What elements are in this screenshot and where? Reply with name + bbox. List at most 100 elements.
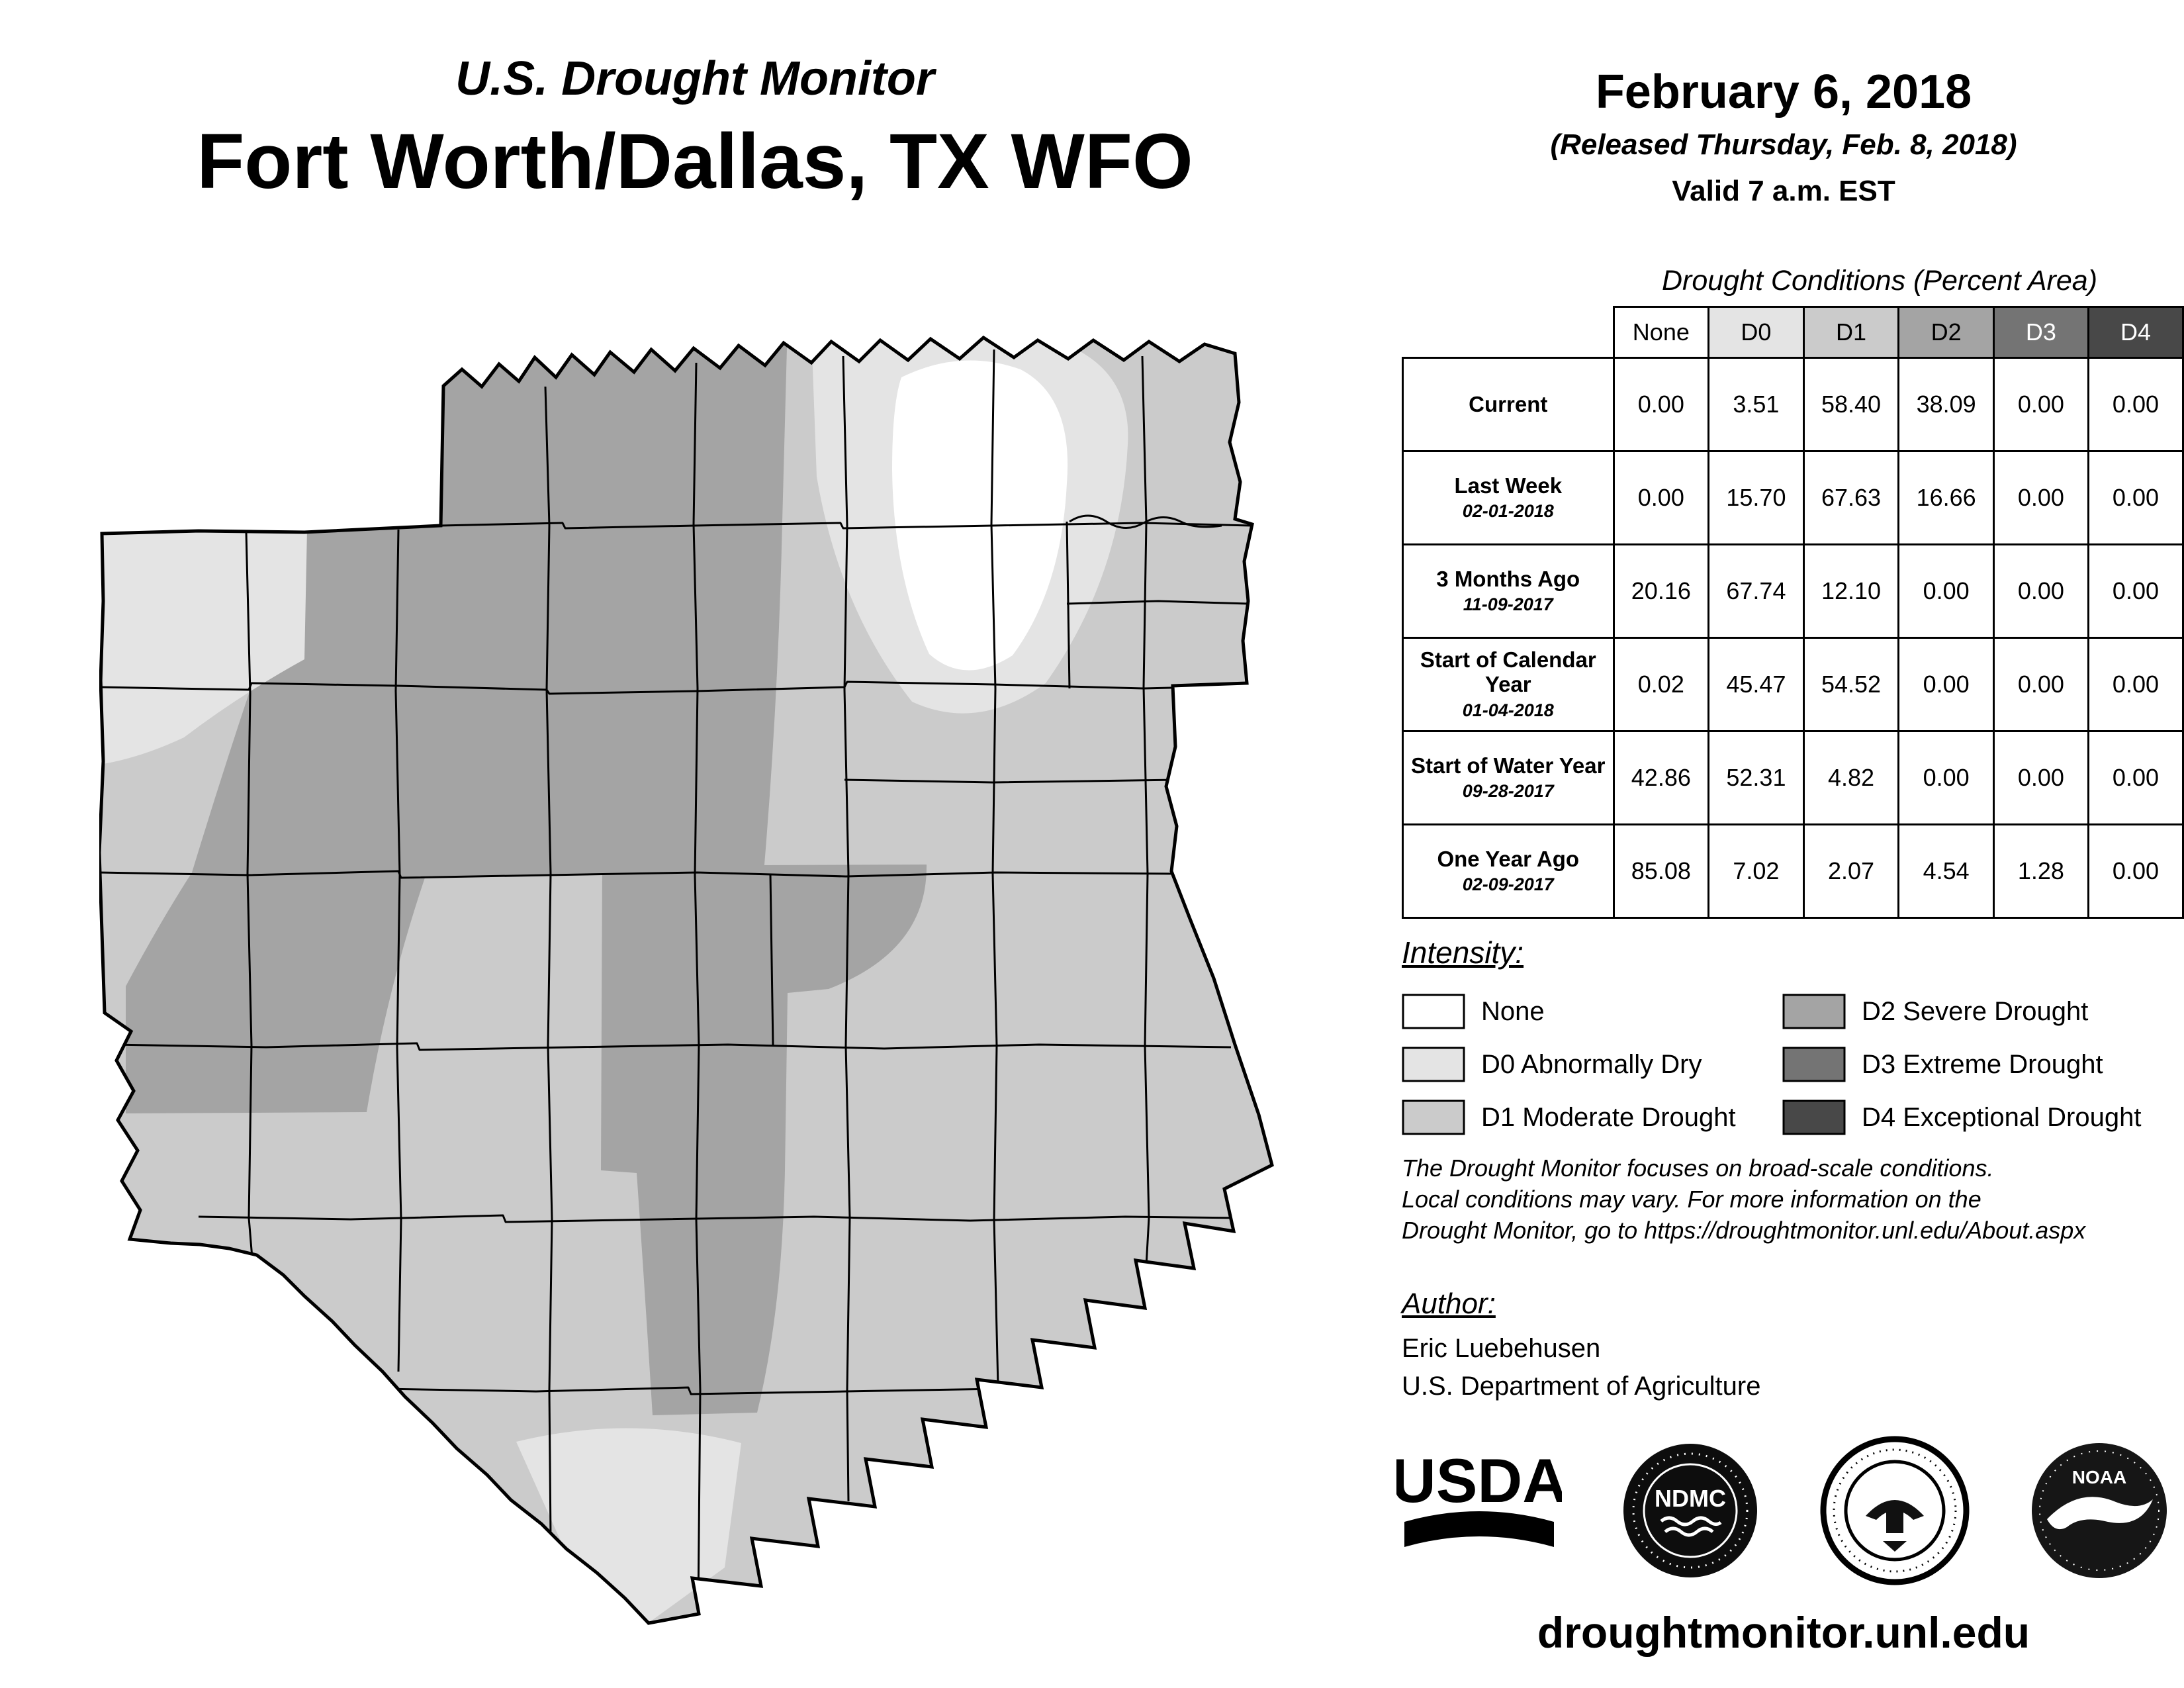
table-cell: 12.10 [1802, 543, 1900, 639]
legend-item-d3: D3 Extreme Drought [1782, 1047, 2184, 1082]
author-name: Eric Luebehusen [1402, 1334, 1601, 1363]
agency-logos: USDA NDMC NOAA [1396, 1435, 2171, 1586]
table-cell: 4.82 [1802, 730, 1900, 825]
date-block: February 6, 2018 (Released Thursday, Feb… [1396, 65, 2171, 208]
table-cell: 0.00 [2087, 450, 2184, 545]
river-line [1069, 514, 1222, 529]
legend-item-d4: D4 Exceptional Drought [1782, 1100, 2184, 1135]
legend-swatch-d2 [1782, 994, 1846, 1029]
svg-text:NOAA: NOAA [2072, 1467, 2126, 1487]
map-d2-central-band [601, 865, 927, 1415]
doc-ring-text [1833, 1448, 1957, 1573]
map-container [99, 323, 1297, 1630]
legend-item-d1: D1 Moderate Drought [1402, 1100, 1782, 1135]
table-cell: 0.00 [2087, 357, 2184, 452]
column-header-d4: D4 [2087, 306, 2184, 359]
legend-swatch-d4 [1782, 1100, 1846, 1135]
legend-label: D3 Extreme Drought [1862, 1049, 2103, 1079]
table-cell: 67.63 [1802, 450, 1900, 545]
map-d0-south [516, 1428, 741, 1622]
table-cell: 38.09 [1897, 357, 1995, 452]
table-cell: 20.16 [1612, 543, 1710, 639]
region-title: Fort Worth/Dallas, TX WFO [197, 118, 1193, 205]
row-label: Start of Water Year 09-28-2017 [1402, 730, 1615, 825]
disclaimer: The Drought Monitor focuses on broad-sca… [1402, 1153, 2085, 1246]
table-cell: 0.00 [1992, 637, 2089, 732]
disclaimer-line: Drought Monitor, go to https://droughtmo… [1402, 1216, 2086, 1244]
table-corner [1403, 307, 1614, 358]
table-cell: 0.00 [1992, 357, 2089, 452]
author-block: Author: Eric Luebehusen U.S. Department … [1402, 1288, 1760, 1401]
ndmc-ring-text [1632, 1452, 1749, 1569]
released-date: (Released Thursday, Feb. 8, 2018) [1550, 128, 2017, 161]
legend-swatch-d3 [1782, 1047, 1846, 1082]
table-cell: 7.02 [1707, 823, 1805, 919]
ndmc-waves [1660, 1516, 1722, 1526]
column-header-d2: D2 [1897, 306, 1995, 359]
table-cell: 0.00 [2087, 823, 2184, 919]
legend-title: Intensity: [1402, 935, 1524, 970]
column-header-d3: D3 [1992, 306, 2089, 359]
svg-text:USDA: USDA [1396, 1446, 1562, 1515]
legend-label: D2 Severe Drought [1862, 996, 2089, 1026]
legend-grid: None D0 Abnormally Dry D1 Moderate Droug… [1402, 985, 2184, 1144]
table-row: Current 0.00 3.51 58.40 38.09 0.00 0.00 [1402, 357, 2184, 452]
legend-label: D4 Exceptional Drought [1862, 1102, 2142, 1132]
intensity-legend: Intensity: None D0 Abnormally Dry D1 Mod… [1402, 935, 2184, 1144]
table-cell: 0.00 [2087, 543, 2184, 639]
table-cell: 0.00 [1612, 357, 1710, 452]
svg-text:NDMC: NDMC [1655, 1485, 1726, 1512]
legend-swatch-none [1402, 994, 1465, 1029]
drought-map [99, 335, 1274, 1625]
table-cell: 45.47 [1707, 637, 1805, 732]
legend-label: D0 Abnormally Dry [1481, 1049, 1702, 1079]
map-outline [99, 335, 1274, 1625]
monitor-title: U.S. Drought Monitor [455, 52, 934, 105]
table-cell: 2.07 [1802, 823, 1900, 919]
county-borders [99, 349, 1251, 1611]
doc-shield [1886, 1508, 1903, 1533]
legend-item-d0: D0 Abnormally Dry [1402, 1047, 1782, 1082]
author-org: U.S. Department of Agriculture [1402, 1372, 1761, 1401]
table-cell: 0.02 [1612, 637, 1710, 732]
table-cell: 3.51 [1707, 357, 1805, 452]
legend-label: None [1481, 996, 1545, 1026]
table-cell: 1.28 [1992, 823, 2089, 919]
table-cell: 0.00 [1897, 730, 1995, 825]
table-title: Drought Conditions (Percent Area) [1661, 265, 2098, 297]
row-label: Start of Calendar Year 01-04-2018 [1402, 637, 1615, 732]
disclaimer-line: Local conditions may vary. For more info… [1402, 1185, 1981, 1213]
noaa-ring-text [2038, 1450, 2160, 1571]
usda-logo: USDA [1396, 1446, 1562, 1547]
disclaimer-line: The Drought Monitor focuses on broad-sca… [1402, 1154, 1994, 1182]
legend-item-none: None [1402, 994, 1782, 1029]
legend-item-d2: D2 Severe Drought [1782, 994, 2184, 1029]
column-header-d0: D0 [1707, 306, 1805, 359]
valid-time: Valid 7 a.m. EST [1672, 175, 1895, 207]
table-cell: 0.00 [1992, 730, 2089, 825]
drought-conditions-table: None D0 D1 D2 D3 D4 Current 0.00 3.51 58… [1402, 306, 2184, 919]
noaa-logo: NOAA [2031, 1442, 2167, 1578]
map-d0-west [103, 530, 307, 764]
noaa-bird [2046, 1496, 2153, 1529]
row-label: 3 Months Ago 11-09-2017 [1402, 543, 1615, 639]
table-row: Last Week 02-01-2018 0.00 15.70 67.63 16… [1402, 450, 2184, 545]
report-date: February 6, 2018 [1595, 66, 1972, 118]
author-title: Author: [1402, 1288, 1496, 1320]
table-cell: 0.00 [1612, 450, 1710, 545]
table-row: Start of Calendar Year 01-04-2018 0.02 4… [1402, 637, 2184, 732]
table-row: 3 Months Ago 11-09-2017 20.16 67.74 12.1… [1402, 543, 2184, 639]
legend-swatch-d1 [1402, 1100, 1465, 1135]
map-d2-northwest-band [126, 338, 788, 1113]
table-cell: 67.74 [1707, 543, 1805, 639]
row-label: Current [1402, 357, 1615, 452]
table-cell: 4.54 [1897, 823, 1995, 919]
legend-label: D1 Moderate Drought [1481, 1102, 1736, 1132]
row-label: One Year Ago 02-09-2017 [1402, 823, 1615, 919]
table-cell: 52.31 [1707, 730, 1805, 825]
footer-url: droughtmonitor.unl.edu [1537, 1608, 2030, 1657]
table-cell: 42.86 [1612, 730, 1710, 825]
column-header-d1: D1 [1802, 306, 1900, 359]
table-cell: 0.00 [2087, 730, 2184, 825]
